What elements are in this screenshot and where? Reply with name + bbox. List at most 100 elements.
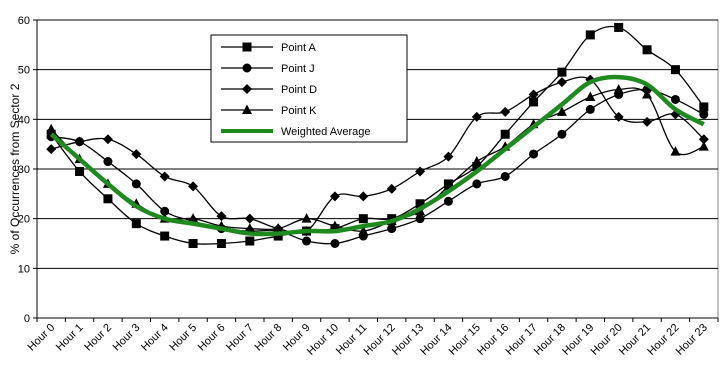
legend: Point A Point J Point D Point K Weighted Ave… bbox=[210, 34, 408, 143]
data-point-point-j bbox=[160, 206, 170, 216]
data-point-point-a bbox=[216, 239, 226, 248]
series-point-d bbox=[46, 74, 709, 237]
data-point-point-d bbox=[188, 181, 199, 192]
y-tick-label: 10 bbox=[18, 263, 30, 275]
x-tick-label: Hour 2 bbox=[82, 322, 114, 354]
data-point-point-d bbox=[642, 116, 653, 127]
data-point-point-k bbox=[613, 84, 624, 94]
data-point-point-d bbox=[471, 111, 482, 122]
data-point-point-j bbox=[670, 94, 680, 104]
data-point-point-d bbox=[528, 89, 539, 100]
data-point-point-k bbox=[670, 146, 681, 156]
legend-marker-point-k bbox=[242, 104, 252, 114]
data-point-point-j bbox=[529, 149, 539, 159]
data-point-point-j bbox=[557, 129, 567, 139]
data-point-point-a bbox=[188, 239, 198, 248]
legend-label-weighted-average: Weighted Average bbox=[281, 126, 371, 138]
data-point-point-a bbox=[273, 231, 283, 241]
x-tick-label: Hour 23 bbox=[674, 322, 710, 358]
data-point-point-j bbox=[387, 224, 397, 234]
data-point-point-d bbox=[613, 111, 624, 122]
legend-label-point-k: Point K bbox=[281, 105, 317, 117]
data-point-point-a bbox=[245, 236, 255, 246]
data-point-point-d bbox=[159, 171, 170, 182]
data-point-point-j bbox=[302, 236, 312, 246]
data-point-point-d bbox=[500, 106, 511, 117]
data-point-point-j bbox=[500, 171, 510, 181]
data-point-point-j bbox=[472, 179, 482, 189]
data-point-point-a bbox=[642, 45, 652, 55]
data-point-point-d bbox=[358, 191, 369, 202]
data-point-point-a bbox=[103, 194, 113, 204]
data-point-point-d bbox=[102, 134, 113, 145]
x-tick-label: Hour 0 bbox=[25, 322, 57, 354]
data-point-point-j bbox=[585, 104, 595, 114]
data-point-point-d bbox=[74, 136, 85, 147]
data-point-point-a bbox=[699, 102, 709, 112]
data-point-point-j bbox=[699, 109, 709, 119]
data-point-point-k bbox=[642, 89, 653, 99]
x-tick-label: Hour 5 bbox=[167, 322, 199, 354]
x-tick-label: Hour 10 bbox=[305, 322, 341, 358]
data-point-point-k bbox=[698, 141, 709, 151]
data-point-point-d bbox=[46, 144, 57, 155]
data-point-point-d bbox=[329, 191, 340, 202]
series-line-weighted-average bbox=[49, 74, 705, 237]
x-tick-label: Hour 8 bbox=[252, 322, 284, 354]
data-point-point-k bbox=[556, 106, 567, 116]
y-tick-label: 60 bbox=[18, 15, 30, 27]
x-tick-label: Hour 6 bbox=[196, 322, 228, 354]
data-point-point-a bbox=[500, 129, 510, 139]
data-point-point-a bbox=[472, 162, 482, 172]
data-point-point-a bbox=[529, 97, 539, 107]
data-point-point-d bbox=[216, 211, 227, 222]
data-point-point-a bbox=[557, 67, 567, 77]
data-point-point-d bbox=[698, 134, 709, 145]
x-tick-label: Hour 1 bbox=[54, 322, 86, 354]
data-point-point-k bbox=[273, 223, 284, 233]
x-tick-label: Hour 7 bbox=[224, 322, 256, 354]
data-point-point-a bbox=[585, 30, 595, 40]
y-tick-label: 0 bbox=[24, 313, 30, 325]
y-tick-label: 50 bbox=[18, 65, 30, 77]
data-point-point-a bbox=[160, 231, 170, 241]
data-point-point-d bbox=[131, 149, 142, 160]
data-point-point-k bbox=[329, 220, 340, 231]
data-point-point-j bbox=[131, 179, 141, 189]
legend-label-point-d: Point D bbox=[281, 84, 317, 96]
data-point-point-j bbox=[415, 214, 425, 224]
data-point-point-a bbox=[670, 65, 680, 75]
data-point-point-a bbox=[614, 22, 624, 32]
data-point-point-a bbox=[131, 219, 141, 229]
y-axis-title: % of Occurrences from Sector 2 bbox=[8, 83, 22, 254]
data-point-point-j bbox=[103, 157, 113, 167]
y-tick-label: 20 bbox=[18, 214, 30, 226]
data-point-point-d bbox=[443, 151, 454, 162]
data-point-point-j bbox=[330, 239, 340, 248]
data-point-point-k bbox=[244, 223, 255, 233]
data-point-point-k bbox=[471, 156, 482, 166]
data-point-point-a bbox=[75, 166, 85, 176]
data-point-point-k bbox=[188, 213, 199, 223]
y-tick-label: 40 bbox=[18, 114, 30, 126]
data-point-point-k bbox=[358, 225, 369, 236]
data-point-point-j bbox=[443, 196, 453, 206]
x-tick-label: Hour 3 bbox=[111, 322, 143, 354]
data-point-point-d bbox=[244, 213, 255, 224]
legend-label-point-a: Point A bbox=[281, 42, 317, 54]
data-point-point-d bbox=[386, 183, 397, 194]
y-tick-label: 30 bbox=[18, 164, 30, 176]
data-point-point-a bbox=[358, 214, 368, 224]
legend-marker-point-a bbox=[242, 42, 252, 52]
legend-marker-point-j bbox=[242, 63, 252, 73]
data-point-point-a bbox=[415, 199, 425, 209]
data-point-point-k bbox=[46, 123, 57, 134]
data-point-point-k bbox=[585, 91, 596, 101]
x-tick-label: Hour 4 bbox=[139, 322, 171, 354]
data-point-point-k bbox=[301, 213, 312, 223]
legend-label-point-j: Point J bbox=[281, 63, 315, 75]
legend-marker-point-d bbox=[242, 84, 252, 94]
data-point-point-d bbox=[415, 166, 426, 177]
